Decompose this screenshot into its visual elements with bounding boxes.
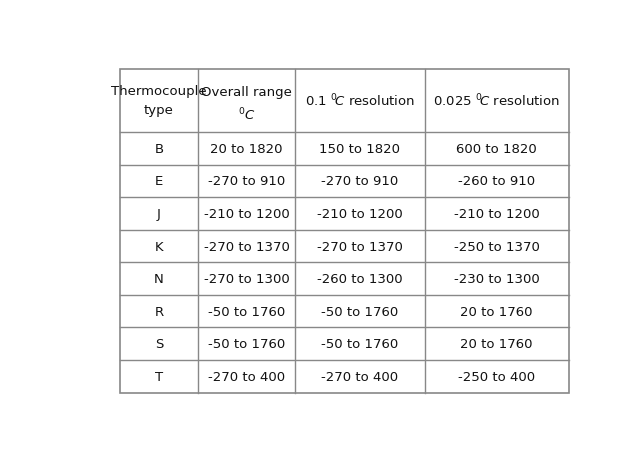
Text: 20 to 1760: 20 to 1760 xyxy=(461,337,533,350)
Text: $0.025\ ^0\!C$ resolution: $0.025\ ^0\!C$ resolution xyxy=(433,93,560,110)
Text: B: B xyxy=(154,143,163,156)
Text: -260 to 1300: -260 to 1300 xyxy=(317,272,403,285)
Text: -250 to 1370: -250 to 1370 xyxy=(454,240,540,253)
Text: -210 to 1200: -210 to 1200 xyxy=(317,207,403,221)
Text: -270 to 910: -270 to 910 xyxy=(321,175,399,188)
Text: $0.1\ ^0\!C$ resolution: $0.1\ ^0\!C$ resolution xyxy=(305,93,415,110)
Text: S: S xyxy=(155,337,163,350)
Text: -270 to 400: -270 to 400 xyxy=(321,370,398,383)
Text: -270 to 1370: -270 to 1370 xyxy=(317,240,403,253)
Text: R: R xyxy=(154,305,163,318)
Text: -230 to 1300: -230 to 1300 xyxy=(454,272,540,285)
Text: 20 to 1820: 20 to 1820 xyxy=(210,143,283,156)
Text: J: J xyxy=(157,207,161,221)
Text: N: N xyxy=(154,272,164,285)
Text: -270 to 1300: -270 to 1300 xyxy=(204,272,289,285)
Text: -260 to 910: -260 to 910 xyxy=(458,175,535,188)
Text: -270 to 910: -270 to 910 xyxy=(208,175,285,188)
Text: Thermocouple
type: Thermocouple type xyxy=(111,85,207,117)
Text: E: E xyxy=(155,175,163,188)
Text: -270 to 400: -270 to 400 xyxy=(208,370,285,383)
Text: 20 to 1760: 20 to 1760 xyxy=(461,305,533,318)
Text: $^0C$: $^0C$ xyxy=(237,107,255,124)
Text: -250 to 400: -250 to 400 xyxy=(458,370,535,383)
Text: 600 to 1820: 600 to 1820 xyxy=(456,143,537,156)
Text: -50 to 1760: -50 to 1760 xyxy=(208,305,285,318)
Text: 150 to 1820: 150 to 1820 xyxy=(319,143,401,156)
Text: -210 to 1200: -210 to 1200 xyxy=(204,207,289,221)
Text: -210 to 1200: -210 to 1200 xyxy=(454,207,540,221)
Text: -50 to 1760: -50 to 1760 xyxy=(208,337,285,350)
Text: K: K xyxy=(155,240,163,253)
Text: -50 to 1760: -50 to 1760 xyxy=(321,305,399,318)
Text: Overall range: Overall range xyxy=(201,86,292,99)
Text: -270 to 1370: -270 to 1370 xyxy=(204,240,289,253)
Text: -50 to 1760: -50 to 1760 xyxy=(321,337,399,350)
Text: T: T xyxy=(155,370,163,383)
